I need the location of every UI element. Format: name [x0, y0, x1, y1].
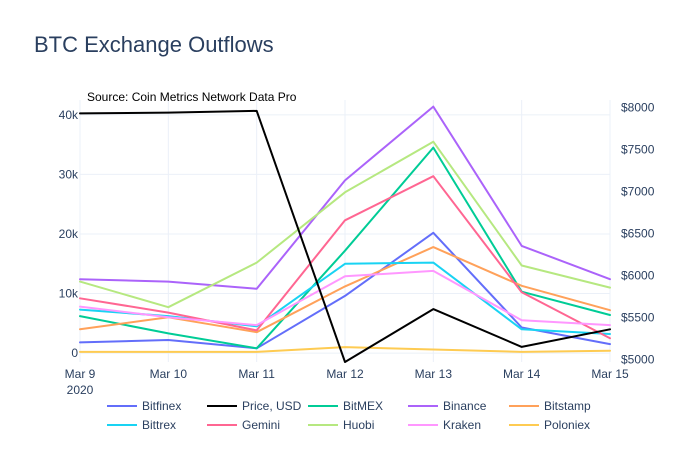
x-tick-label: Mar 15: [591, 367, 629, 381]
legend[interactable]: Bitfinex Price, USD BitMEX Binance Bitstamp B…: [107, 399, 591, 432]
legend-label: Gemini: [242, 418, 280, 432]
series-line-kraken: [79, 269, 611, 327]
legend-label: Kraken: [443, 418, 481, 432]
x-tick-label: Mar 9 2020: [65, 367, 96, 397]
y-right-tick-label: $5000: [621, 352, 655, 366]
legend-label: Bitfinex: [142, 399, 181, 413]
x-tick-label: Mar 11: [238, 367, 275, 381]
series-line-poloniex: [79, 346, 611, 353]
legend-item-huobi[interactable]: Huobi: [308, 418, 374, 432]
x-tick-label: Mar 12: [326, 367, 364, 381]
legend-item-bitstamp[interactable]: Bitstamp: [509, 399, 591, 413]
chart-title: BTC Exchange Outflows: [34, 32, 274, 57]
legend-label: BitMEX: [343, 399, 383, 413]
legend-label: Bittrex: [142, 418, 176, 432]
legend-item-bitmex[interactable]: BitMEX: [308, 399, 383, 413]
x-axis: Mar 9 2020 Mar 10 Mar 11 Mar 12 Mar 13 Mar 14 M…: [65, 367, 629, 397]
legend-item-bittrex[interactable]: Bittrex: [107, 418, 176, 432]
series-line-bitfinex: [79, 231, 611, 350]
series-line-gemini: [79, 175, 611, 340]
y-right-tick-label: $5500: [621, 310, 655, 324]
y-right-tick-label: $6500: [621, 227, 655, 241]
x-tick-label: Mar 13: [415, 367, 453, 381]
series-line-huobi: [79, 140, 611, 309]
y-right-tick-label: $6000: [621, 269, 655, 283]
y-left-tick-label: 30k: [59, 167, 79, 181]
legend-item-price-usd[interactable]: Price, USD: [207, 399, 302, 413]
legend-label: Huobi: [343, 418, 374, 432]
legend-item-poloniex[interactable]: Poloniex: [509, 418, 590, 432]
y-right-tick-label: $7500: [621, 143, 655, 157]
series-line-binance: [79, 105, 611, 290]
x-tick-label: Mar 14: [503, 367, 541, 381]
legend-item-bitfinex[interactable]: Bitfinex: [107, 399, 181, 413]
left-axis: 0 10k 20k 30k 40k: [59, 108, 79, 360]
legend-item-gemini[interactable]: Gemini: [207, 418, 280, 432]
source-annotation: Source: Coin Metrics Network Data Pro: [87, 90, 297, 104]
legend-label: Binance: [443, 399, 487, 413]
right-axis: $5000 $5500 $6000 $6500 $7000 $7500 $8000: [621, 101, 655, 367]
gridlines: [79, 100, 611, 362]
legend-item-binance[interactable]: Binance: [408, 399, 487, 413]
x-tick-label: Mar 10: [150, 367, 188, 381]
y-left-tick-label: 20k: [59, 227, 79, 241]
legend-item-kraken[interactable]: Kraken: [408, 418, 481, 432]
y-right-tick-label: $8000: [621, 101, 655, 115]
legend-label: Bitstamp: [544, 399, 591, 413]
series-line-price-usd: [79, 109, 611, 363]
y-left-tick-label: 10k: [59, 287, 79, 301]
y-left-tick-label: 40k: [59, 108, 79, 122]
legend-label: Poloniex: [544, 418, 590, 432]
series-line-bittrex: [79, 261, 611, 335]
y-left-tick-label: 0: [71, 346, 78, 360]
legend-label: Price, USD: [242, 399, 302, 413]
series-lines: [79, 105, 611, 363]
y-right-tick-label: $7000: [621, 185, 655, 199]
